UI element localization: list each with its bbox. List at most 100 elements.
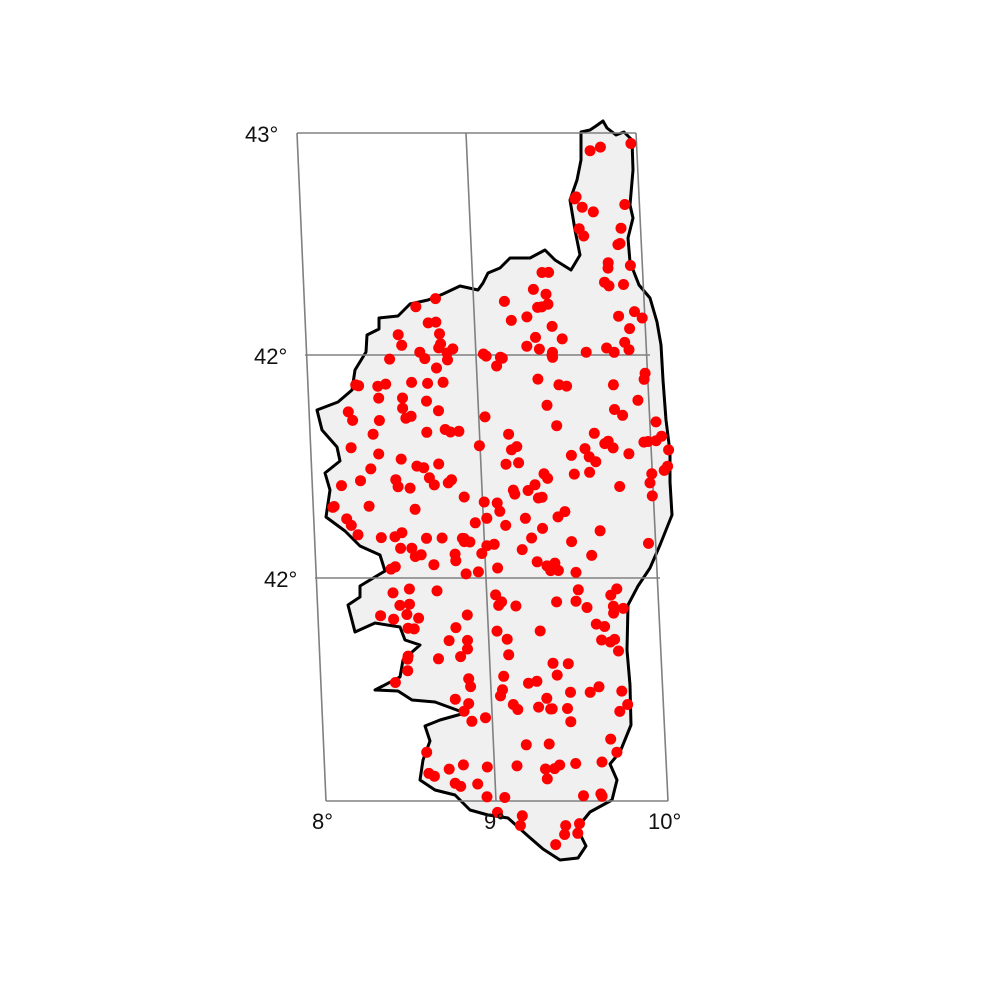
data-point [513, 457, 525, 469]
data-point [527, 283, 539, 295]
data-point [473, 440, 485, 452]
data-point [573, 223, 585, 235]
data-point [491, 497, 503, 509]
data-point [345, 442, 357, 454]
data-point [495, 690, 506, 702]
data-point [570, 758, 582, 769]
data-point [397, 392, 408, 404]
data-point [375, 532, 387, 544]
data-point [458, 491, 470, 503]
data-point [501, 633, 513, 645]
data-point [476, 548, 488, 559]
data-point [560, 820, 572, 832]
data-point [549, 763, 561, 775]
data-point [511, 760, 523, 772]
data-point [579, 443, 591, 455]
lon-label: 9° [484, 809, 505, 834]
data-point [458, 533, 470, 544]
data-point [604, 636, 616, 648]
data-point [406, 376, 418, 388]
data-point [433, 458, 445, 470]
data-point [658, 464, 670, 476]
data-point [395, 542, 407, 554]
data-point [624, 260, 636, 271]
data-point [405, 410, 417, 422]
data-point [455, 780, 467, 792]
data-point [586, 549, 598, 561]
data-point [526, 532, 538, 544]
data-point [421, 746, 433, 758]
data-point [565, 716, 577, 728]
data-point [565, 686, 576, 698]
data-point [580, 346, 592, 358]
longitude-labels: 8° 9° 10° [312, 809, 681, 834]
data-point [576, 201, 588, 213]
data-point [373, 392, 385, 404]
data-point [352, 529, 364, 541]
data-point [421, 532, 432, 544]
data-point [584, 686, 596, 698]
data-point [498, 670, 510, 682]
data-point [453, 425, 465, 437]
data-point [547, 351, 559, 363]
data-point [619, 199, 631, 210]
data-point [373, 415, 385, 426]
data-point [402, 650, 414, 662]
data-point [431, 585, 443, 597]
data-point [613, 645, 624, 657]
data-point [523, 677, 534, 689]
data-point [663, 444, 675, 456]
data-point [480, 350, 492, 362]
data-point [481, 512, 493, 524]
data-point [481, 761, 493, 773]
data-point [587, 206, 599, 218]
data-point [546, 703, 558, 715]
data-point [365, 463, 377, 475]
data-point [492, 806, 503, 818]
data-point [494, 505, 506, 517]
lat-label: 43° [245, 122, 278, 147]
data-point [433, 653, 444, 665]
data-point [596, 634, 608, 646]
data-point [472, 778, 484, 790]
data-point [536, 267, 548, 278]
data-point [551, 596, 563, 608]
data-point [559, 829, 571, 840]
data-point [433, 405, 444, 417]
data-point [572, 584, 584, 596]
data-point [406, 542, 418, 554]
data-point [644, 477, 656, 489]
data-point [572, 827, 584, 839]
data-point [646, 468, 658, 480]
meridian-line [465, 132, 497, 802]
data-point [565, 449, 577, 461]
data-point [599, 276, 610, 288]
data-point [404, 598, 415, 610]
data-point [584, 466, 596, 478]
data-point [327, 501, 339, 513]
data-point [457, 759, 469, 771]
data-point [472, 566, 484, 578]
data-point [615, 222, 627, 234]
data-point [643, 537, 654, 549]
data-point [375, 610, 387, 622]
data-point [514, 820, 526, 831]
data-point [551, 669, 563, 681]
data-point [395, 453, 407, 465]
station-points [327, 138, 675, 851]
data-point [568, 468, 580, 480]
data-point [415, 549, 427, 561]
data-point [431, 362, 442, 374]
data-point [443, 763, 455, 775]
data-point [619, 336, 631, 348]
data-point [540, 288, 552, 300]
data-point [430, 293, 441, 305]
data-point [387, 587, 399, 599]
data-point [422, 377, 434, 389]
data-point [392, 481, 404, 493]
data-point [496, 596, 508, 608]
data-point [605, 733, 617, 745]
data-point [624, 323, 636, 335]
data-point [389, 677, 401, 688]
data-point [455, 651, 467, 663]
